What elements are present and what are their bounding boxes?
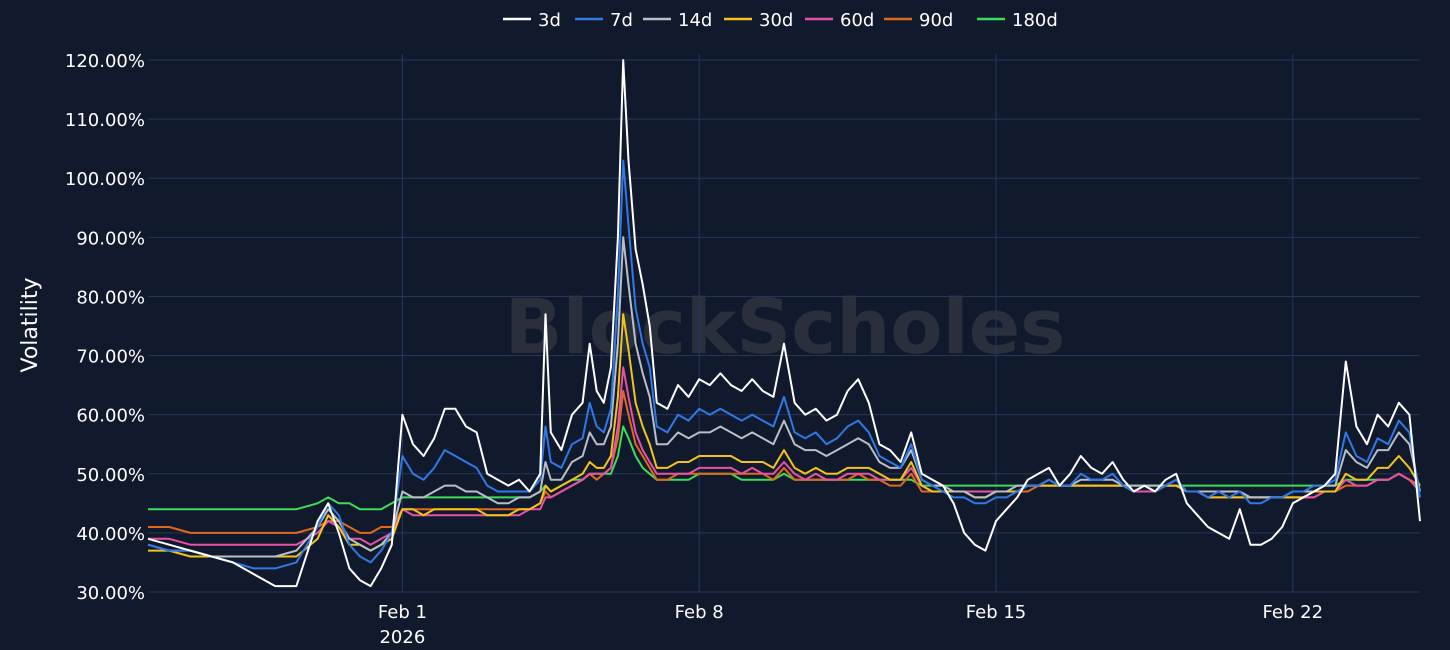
legend-label-7d: 7d	[610, 10, 633, 31]
series-line-7d	[147, 159, 1421, 570]
y-tick-label: 70.00%	[76, 347, 145, 368]
legend-label-3d: 3d	[538, 10, 561, 31]
x-tick-label: Feb 8	[675, 602, 724, 623]
legend-label-180d: 180d	[1012, 10, 1058, 31]
x-tick-label: Feb 15	[966, 602, 1027, 623]
x-tick-label: Feb 22	[1263, 602, 1324, 623]
series-line-14d	[147, 236, 1421, 558]
legend-label-30d: 30d	[759, 10, 793, 31]
y-tick-label: 60.00%	[76, 406, 145, 427]
series-line-3d	[147, 59, 1421, 588]
y-axis-title: Volatility	[18, 277, 43, 372]
x-tick-label: Feb 1	[378, 602, 427, 623]
y-tick-label: 90.00%	[76, 228, 145, 249]
series-lines	[147, 59, 1421, 588]
x-axis-ticks: Feb 1 2026 Feb 8 Feb 15 Feb 22	[378, 602, 1323, 648]
y-tick-label: 40.00%	[76, 524, 145, 545]
legend-label-90d: 90d	[919, 10, 953, 31]
y-tick-label: 50.00%	[76, 465, 145, 486]
legend-label-14d: 14d	[678, 10, 712, 31]
y-tick-label: 80.00%	[76, 287, 145, 308]
y-axis-ticks: 30.00% 40.00% 50.00% 60.00% 70.00% 80.00% 90.0…	[65, 51, 145, 604]
series-line-30d	[148, 313, 1421, 558]
y-tick-label: 110.00%	[65, 110, 145, 131]
legend: 3d 7d 14d 30d 60d 90d 180d	[503, 10, 1058, 31]
y-tick-label: 100.00%	[65, 169, 145, 190]
y-tick-label: 30.00%	[76, 583, 145, 604]
y-tick-label: 120.00%	[65, 51, 145, 72]
legend-label-60d: 60d	[840, 10, 874, 31]
x-tick-sublabel: 2026	[379, 627, 425, 648]
